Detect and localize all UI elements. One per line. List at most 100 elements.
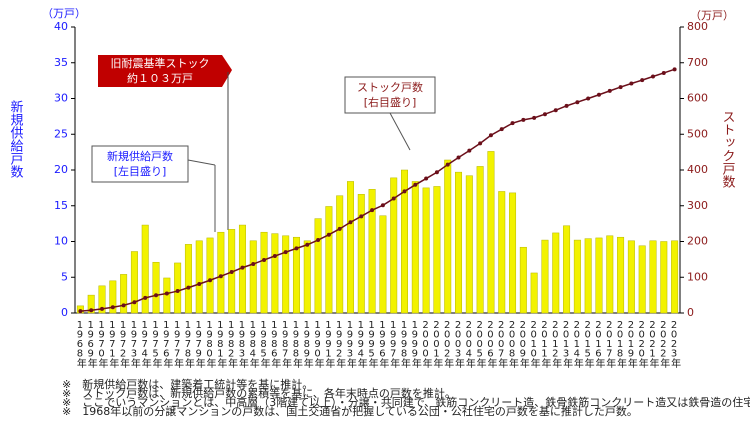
x-tick-label: 1977年: [172, 320, 184, 369]
bar: [444, 159, 452, 314]
x-tick-label: 2016年: [593, 320, 605, 369]
bar: [195, 240, 203, 314]
x-tick-label: 2002年: [442, 320, 454, 369]
bar: [433, 186, 441, 314]
bar: [552, 232, 560, 314]
bar: [206, 237, 214, 314]
stock-marker: [596, 92, 601, 97]
stock-marker: [499, 127, 504, 132]
stock-marker: [467, 148, 472, 153]
callout-text: [左目盛り]: [114, 164, 167, 178]
bar: [541, 239, 549, 314]
x-tick-label: 1973年: [128, 320, 140, 369]
y-tick-label: 15: [54, 199, 68, 212]
stock-marker: [262, 257, 267, 262]
stock-marker: [305, 242, 310, 247]
y2-tick-label: 0: [687, 306, 694, 319]
stock-marker: [424, 176, 429, 181]
x-tick-label: 2019年: [625, 320, 637, 369]
stock-marker: [661, 70, 666, 75]
bar: [422, 187, 430, 314]
y2-tick-label: 200: [687, 235, 708, 248]
y2-unit: （万戸）: [690, 9, 734, 22]
x-tick-label: 1999年: [409, 320, 421, 369]
y2-tick-label: 100: [687, 270, 708, 283]
bar: [314, 218, 322, 314]
bar: [152, 261, 160, 314]
x-tick-label: 1984年: [247, 320, 259, 369]
x-tick-label: 1979年: [193, 320, 205, 369]
callout-box: [344, 76, 436, 114]
x-tick-label: 2008年: [507, 320, 519, 369]
x-tick-label: 1998年: [399, 320, 411, 369]
x-tick-label: 2003年: [453, 320, 465, 369]
bar: [120, 274, 128, 314]
bar: [390, 177, 398, 314]
old-standard-callout: 旧耐震基準ストック 約１０３万戸: [98, 55, 232, 230]
x-tick-label: 2023年: [669, 320, 681, 369]
stock-marker: [586, 96, 591, 101]
bar: [411, 181, 419, 314]
y-tick-label: 10: [54, 235, 68, 248]
x-tick-label: 1995年: [366, 320, 378, 369]
x-tick-label: 2017年: [604, 320, 616, 369]
bar: [563, 225, 571, 314]
x-tick-label: 1978年: [182, 320, 194, 369]
stock-marker: [240, 265, 245, 270]
y2-tick-label: 700: [687, 56, 708, 69]
bar: [379, 215, 387, 314]
bar: [174, 262, 182, 314]
x-tick-label: 2005年: [474, 320, 486, 369]
footnote: ※ 1968年以前の分譲マンションの戸数は、国土交通省が把握している公団・公社住…: [62, 404, 638, 418]
x-tick-label: 1989年: [301, 320, 313, 369]
stock-marker: [154, 293, 159, 298]
x-tick-label: 1996年: [377, 320, 389, 369]
bar: [465, 175, 473, 314]
x-tick-label: 2012年: [550, 320, 562, 369]
bar: [98, 285, 106, 314]
stock-marker: [89, 308, 94, 313]
bar: [476, 166, 484, 314]
y-tick-label: 20: [54, 163, 68, 176]
stock-marker: [553, 108, 558, 113]
x-tick-label: 1992年: [334, 320, 346, 369]
stock-marker: [229, 270, 234, 275]
bar: [530, 272, 538, 314]
x-tick-label: 1994年: [355, 320, 367, 369]
bar: [627, 240, 635, 314]
stock-marker: [510, 121, 515, 126]
bar: [401, 169, 408, 314]
callout-text: ストック戸数: [357, 81, 423, 94]
y-tick-label: 35: [54, 56, 68, 69]
x-tick-label: 1972年: [118, 320, 130, 369]
bar: [649, 240, 657, 314]
x-tick-label: 2010年: [528, 320, 540, 369]
x-tick-label: 1980年: [204, 320, 216, 369]
stock-marker: [380, 203, 385, 208]
x-tick-label: 1969年: [85, 320, 97, 369]
stock-marker: [121, 303, 126, 308]
stock-marker: [478, 141, 483, 146]
callout-text: 約１０３万戸: [127, 71, 193, 85]
bar: [498, 191, 506, 314]
y2-tick-label: 500: [687, 127, 708, 140]
stock-marker: [218, 274, 223, 279]
stock-marker: [110, 305, 115, 310]
x-tick-label: 1971年: [107, 320, 119, 369]
stock-marker: [488, 133, 493, 138]
x-tick-label: 1976年: [161, 320, 173, 369]
bar: [509, 192, 517, 314]
stock-marker: [251, 262, 256, 267]
stock-marker: [316, 238, 321, 243]
stock-marker: [283, 250, 288, 255]
stock-marker: [672, 67, 677, 72]
stock-marker: [564, 103, 569, 108]
line-callout: ストック戸数 [右目盛り]: [344, 76, 436, 151]
callout-text: 旧耐震基準ストック: [111, 56, 210, 70]
y-tick-label: 25: [54, 127, 68, 140]
x-tick-label: 2013年: [561, 320, 573, 369]
x-tick-label: 2014年: [571, 320, 583, 369]
x-tick-label: 2011年: [539, 320, 551, 369]
bar: [606, 235, 614, 314]
stock-marker: [208, 278, 213, 283]
